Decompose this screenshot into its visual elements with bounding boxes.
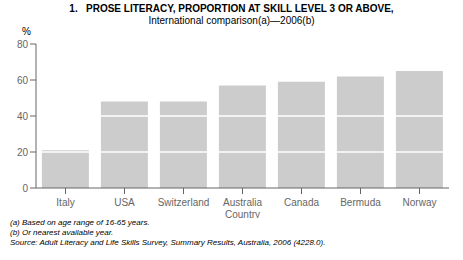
svg-text:Italy: Italy	[56, 197, 74, 208]
svg-text:0: 0	[22, 183, 28, 194]
html-text:Source: Adult Literacy and Lif: Source: Adult Literacy and Life Skills S…	[10, 238, 326, 247]
svg-text:USA: USA	[114, 197, 135, 208]
svg-text:Canada: Canada	[284, 197, 319, 208]
svg-text:AustraliaCountry: AustraliaCountry	[223, 197, 262, 218]
svg-text:Norway: Norway	[403, 197, 437, 208]
html-text:(a) Based on age range of 16-6: (a) Based on age range of 16-65 years.	[10, 218, 150, 227]
html-text:International comparison(a)—20: International comparison(a)—2006(b)	[148, 15, 315, 26]
html-text:(b) Or nearest available year.: (b) Or nearest available year.	[10, 228, 114, 237]
svg-text:80: 80	[17, 39, 29, 50]
svg-text:Switzerland: Switzerland	[158, 197, 210, 208]
svg-text:40: 40	[17, 111, 29, 122]
svg-text:Bermuda: Bermuda	[340, 197, 381, 208]
svg-text:20: 20	[17, 147, 29, 158]
html-text:1. PROSE LITERACY, PROPORTION: 1. PROSE LITERACY, PROPORTION AT SKILL L…	[69, 3, 394, 14]
svg-text:60: 60	[17, 75, 29, 86]
